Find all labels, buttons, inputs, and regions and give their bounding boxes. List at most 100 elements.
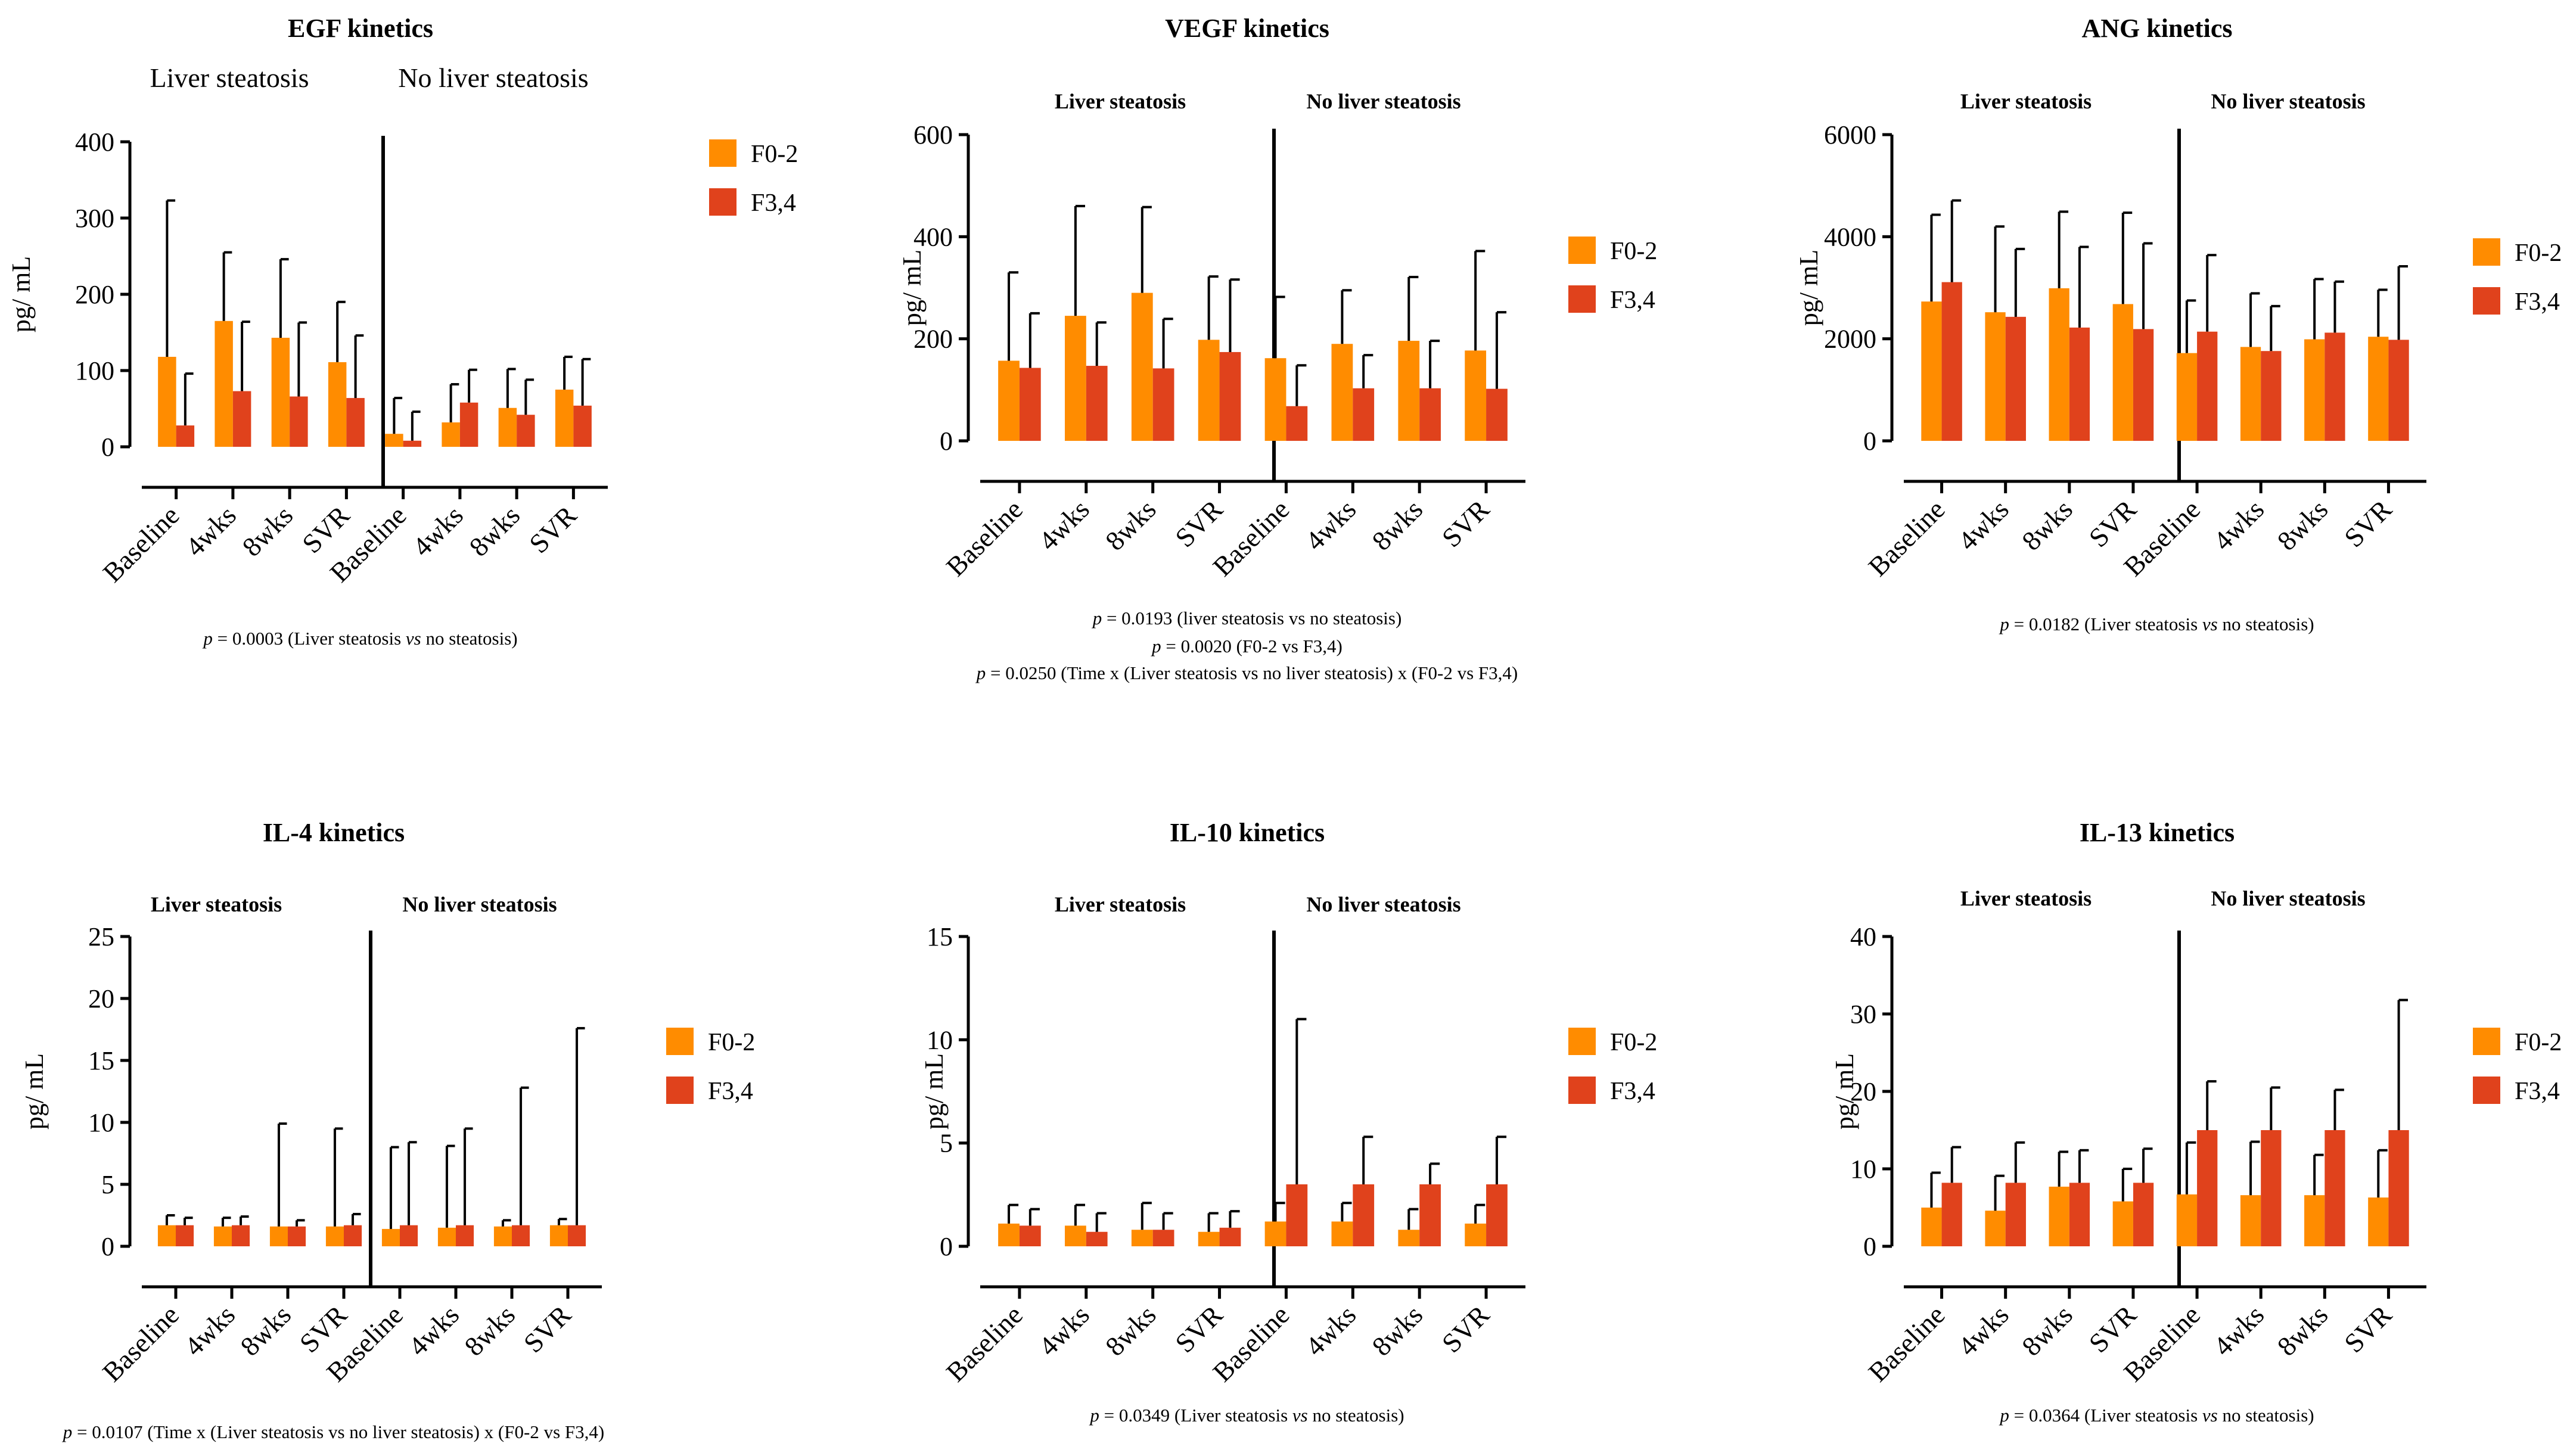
legend-swatch bbox=[1568, 1028, 1596, 1055]
legend-swatch bbox=[2473, 287, 2500, 315]
y-axis-label: pg/ mL bbox=[20, 1053, 49, 1130]
bar-f34 bbox=[2197, 1130, 2218, 1246]
y-tick-label: 0 bbox=[101, 433, 114, 462]
legend-label: F3,4 bbox=[751, 189, 796, 217]
legend-label: F0-2 bbox=[2515, 1029, 2562, 1056]
bar-f34 bbox=[2325, 1130, 2345, 1246]
bar-f02 bbox=[271, 337, 290, 447]
bar-f34 bbox=[400, 1225, 418, 1246]
bar-f34 bbox=[290, 396, 308, 447]
bar-f02 bbox=[2304, 1195, 2325, 1246]
y-tick-label: 0 bbox=[1863, 427, 1876, 456]
legend-swatch bbox=[2473, 1077, 2500, 1104]
y-tick-label: 20 bbox=[1850, 1077, 1876, 1106]
p-value-note: p = 0.0020 (F0-2 vs F3,4) bbox=[1151, 636, 1343, 657]
bar-f34 bbox=[288, 1226, 306, 1246]
bar-f02 bbox=[2240, 1195, 2261, 1246]
legend-label: F3,4 bbox=[1610, 287, 1655, 314]
x-tick-label: 4wks bbox=[1033, 494, 1095, 556]
x-tick-label: SVR bbox=[1169, 1299, 1229, 1359]
x-tick-label: 8wks bbox=[463, 500, 526, 562]
group-label: No liver steatosis bbox=[398, 63, 588, 93]
bar-f02 bbox=[215, 321, 233, 447]
y-tick-label: 25 bbox=[88, 922, 114, 951]
y-tick-label: 4000 bbox=[1824, 222, 1876, 251]
x-tick-label: SVR bbox=[1169, 494, 1229, 553]
bar-f34 bbox=[2005, 1183, 2026, 1246]
group-label: No liver steatosis bbox=[2211, 886, 2365, 910]
bar-f34 bbox=[1086, 1231, 1108, 1246]
bar-f34 bbox=[1419, 388, 1441, 441]
y-tick-label: 0 bbox=[101, 1232, 114, 1261]
y-tick-label: 400 bbox=[913, 222, 953, 251]
y-tick-label: 0 bbox=[940, 427, 953, 456]
bar-f34 bbox=[1353, 1184, 1375, 1246]
x-tick-label: 8wks bbox=[236, 500, 299, 562]
x-tick-label: 8wks bbox=[1366, 1299, 1429, 1362]
bar-f34 bbox=[2388, 340, 2409, 441]
bar-f02 bbox=[1264, 1221, 1286, 1246]
bar-f02 bbox=[998, 1223, 1020, 1246]
x-tick-label: 8wks bbox=[234, 1299, 297, 1362]
bar-f02 bbox=[1398, 341, 1420, 441]
x-tick-label: 4wks bbox=[406, 500, 469, 562]
group-label: Liver steatosis bbox=[1055, 892, 1186, 916]
y-tick-label: 400 bbox=[75, 127, 114, 157]
bar-f02 bbox=[2049, 288, 2069, 441]
bar-f34 bbox=[2133, 329, 2154, 441]
bar-f34 bbox=[1152, 368, 1174, 441]
bar-f02 bbox=[1331, 344, 1353, 441]
p-value-note: p = 0.0364 (Liver steatosis vs no steato… bbox=[1999, 1405, 2314, 1426]
x-tick-label: Baseline bbox=[940, 494, 1028, 582]
p-value-note: p = 0.0193 (liver steatosis vs no steato… bbox=[1092, 608, 1402, 629]
y-tick-label: 100 bbox=[75, 356, 114, 385]
bar-f34 bbox=[1086, 366, 1108, 441]
legend-swatch bbox=[666, 1028, 694, 1055]
y-tick-label: 10 bbox=[1850, 1155, 1876, 1184]
x-tick-label: 4wks bbox=[402, 1299, 465, 1362]
legend-swatch bbox=[2473, 238, 2500, 266]
bar-f34 bbox=[456, 1225, 474, 1246]
y-tick-label: 2000 bbox=[1824, 325, 1876, 354]
bar-f02 bbox=[549, 1225, 568, 1246]
x-tick-label: SVR bbox=[523, 500, 583, 559]
bar-f02 bbox=[998, 360, 1020, 441]
x-tick-label: 4wks bbox=[1952, 1299, 2015, 1362]
legend-swatch bbox=[709, 139, 736, 167]
x-tick-label: 4wks bbox=[1300, 1299, 1362, 1362]
bar-f02 bbox=[1921, 1208, 1942, 1246]
legend-label: F0-2 bbox=[1610, 238, 1657, 265]
group-label: No liver steatosis bbox=[2211, 89, 2365, 113]
group-label: No liver steatosis bbox=[1306, 892, 1460, 916]
bar-f02 bbox=[1198, 1231, 1220, 1246]
chart-title: IL-13 kinetics bbox=[2080, 818, 2235, 847]
bar-f02 bbox=[269, 1226, 288, 1246]
x-tick-label: 4wks bbox=[179, 500, 242, 562]
bar-f02 bbox=[442, 422, 460, 447]
chart-title: VEGF kinetics bbox=[1165, 14, 1329, 43]
bar-f34 bbox=[2069, 1183, 2090, 1246]
bar-f34 bbox=[2261, 351, 2282, 441]
y-tick-label: 300 bbox=[75, 204, 114, 233]
x-tick-label: 8wks bbox=[1366, 494, 1429, 556]
legend-swatch bbox=[709, 188, 736, 216]
x-tick-label: Baseline bbox=[97, 500, 185, 588]
y-tick-label: 6000 bbox=[1824, 120, 1876, 150]
bar-f34 bbox=[2197, 331, 2218, 441]
bar-f34 bbox=[346, 398, 365, 447]
x-tick-label: 4wks bbox=[1952, 494, 2015, 556]
chart-panel: IL-10 kinetics Liver steatosis No liver st… bbox=[919, 818, 1657, 1426]
bar-f02 bbox=[2176, 353, 2198, 441]
y-tick-label: 200 bbox=[75, 280, 114, 309]
x-tick-label: SVR bbox=[1436, 494, 1496, 553]
bar-f02 bbox=[2176, 1194, 2198, 1246]
y-tick-label: 20 bbox=[88, 984, 114, 1013]
y-axis-label: pg/ mL bbox=[1830, 1053, 1859, 1130]
y-tick-label: 30 bbox=[1850, 1000, 1876, 1029]
x-tick-label: 4wks bbox=[178, 1299, 241, 1362]
legend-swatch bbox=[1568, 1077, 1596, 1104]
y-tick-label: 0 bbox=[940, 1232, 953, 1261]
bar-f34 bbox=[2325, 332, 2345, 441]
bar-f02 bbox=[1264, 358, 1286, 441]
